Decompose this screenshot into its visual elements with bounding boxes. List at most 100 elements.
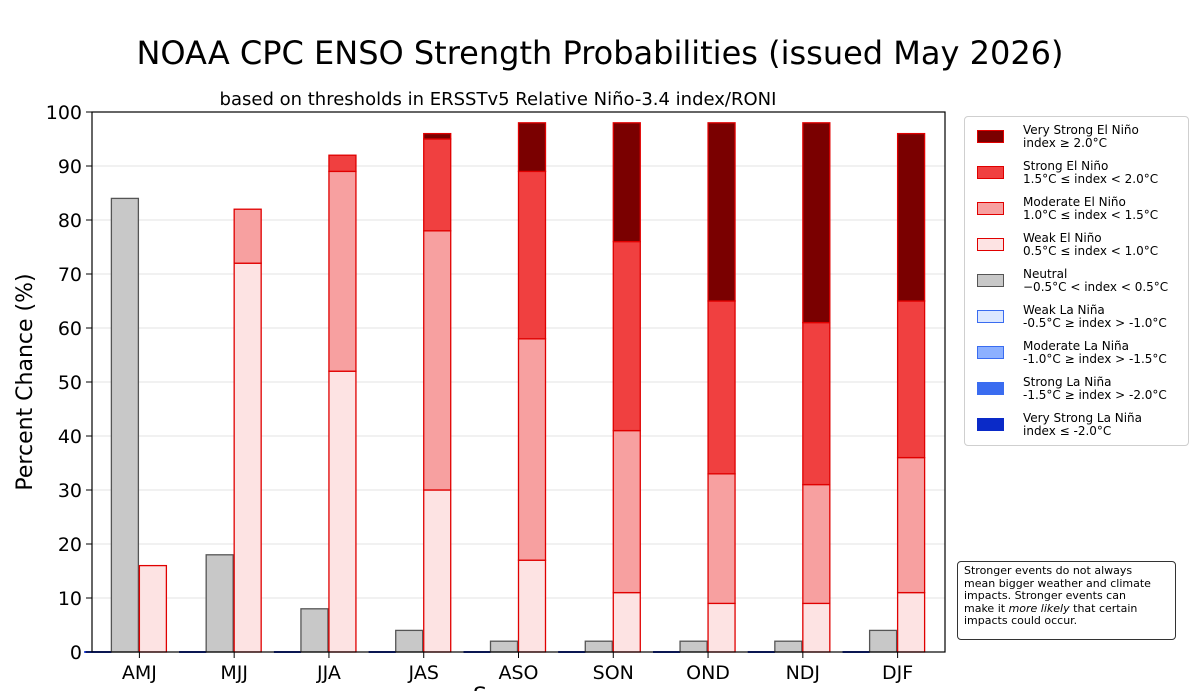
chart-title: NOAA CPC ENSO Strength Probabilities (is… (136, 34, 1063, 72)
x-tick-label: AMJ (122, 662, 157, 684)
bar-weak-el-nino-ond (707, 602, 736, 653)
bar-very-strong-el-nino-son (612, 122, 641, 243)
bar-neutral-aso (489, 640, 519, 653)
legend-item: Strong La Niña -1.5°C ≥ index > -2.0°C (973, 376, 1185, 412)
bar-strong-el-nino-aso (517, 170, 547, 340)
legend-label: Strong La Niña -1.5°C ≥ index > -2.0°C (1023, 375, 1167, 402)
legend-swatch (977, 310, 1004, 323)
bar-strong-el-nino-ond (707, 300, 736, 475)
bar-strong-el-nino-jas (423, 138, 452, 232)
legend-label: Neutral −0.5°C < index < 0.5°C (1023, 267, 1169, 294)
note-line: Stronger events do not always (964, 564, 1133, 577)
legend-item: Neutral −0.5°C < index < 0.5°C (973, 268, 1185, 304)
bar-very-strong-el-nino-djf (896, 132, 926, 302)
x-tick-label: JJA (316, 662, 341, 684)
legend-label: Moderate La Niña -1.0°C ≥ index > -1.5°C (1023, 339, 1167, 366)
bar-moderate-el-nino-djf (896, 456, 926, 594)
bar-moderate-el-nino-jja (328, 170, 357, 372)
bar-neutral-jja (300, 608, 329, 653)
legend-swatch (977, 382, 1004, 395)
legend-swatch (977, 166, 1004, 179)
bar-neutral-mjj (205, 554, 234, 653)
bar-weak-el-nino-amj (138, 564, 168, 653)
legend-label: Strong El Niño 1.5°C ≤ index < 2.0°C (1023, 159, 1159, 186)
bar-very-strong-el-nino-aso (517, 122, 547, 173)
note-line: make it more likely that certain (964, 601, 1138, 615)
note-box: Stronger events do not always mean bigger… (957, 561, 1176, 640)
legend-label: Weak El Niño 0.5°C ≤ index < 1.0°C (1023, 231, 1159, 258)
bar-very-strong-el-nino-jas (423, 132, 452, 140)
bar-moderate-el-nino-mjj (233, 208, 262, 264)
bar-very-strong-el-nino-ond (707, 122, 736, 302)
legend-swatch (977, 238, 1004, 251)
legend-item: Very Strong El Niño index ≥ 2.0°C (973, 124, 1185, 160)
legend-item: Moderate El Niño 1.0°C ≤ index < 1.5°C (973, 196, 1185, 232)
bar-strong-el-nino-ndj (802, 321, 831, 486)
legend-item: Weak El Niño 0.5°C ≤ index < 1.0°C (973, 232, 1185, 268)
x-axis-label: S (473, 684, 487, 691)
bar-neutral-djf (868, 629, 898, 653)
x-tick-label: DJF (882, 662, 913, 684)
y-tick-label: 50 (58, 372, 82, 394)
bar-neutral-amj (110, 197, 140, 653)
y-tick-label: 70 (58, 264, 82, 286)
legend-item: Very Strong La Niña index ≤ -2.0°C (973, 412, 1185, 448)
y-tick-label: 90 (58, 156, 82, 178)
legend: Very Strong El Niño index ≥ 2.0°C Strong E… (964, 116, 1189, 446)
bar-moderate-el-nino-son (612, 429, 641, 594)
bar-weak-el-nino-jja (328, 370, 357, 653)
bar-neutral-ond (679, 640, 708, 653)
y-tick-label: 0 (70, 642, 82, 664)
bar-weak-el-nino-aso (517, 559, 547, 653)
y-tick-label: 40 (58, 426, 82, 448)
y-tick-label: 100 (46, 102, 82, 124)
legend-item: Strong El Niño 1.5°C ≤ index < 2.0°C (973, 160, 1185, 196)
legend-item: Weak La Niña -0.5°C ≥ index > -1.0°C (973, 304, 1185, 340)
bar-weak-el-nino-jas (423, 489, 452, 653)
note-line: impacts. Stronger events can (964, 589, 1126, 602)
legend-label: Very Strong El Niño index ≥ 2.0°C (1023, 123, 1139, 150)
bar-weak-el-nino-mjj (233, 262, 262, 653)
bar-group (84, 122, 926, 653)
bar-very-strong-el-nino-ndj (802, 122, 831, 324)
legend-item: Moderate La Niña -1.0°C ≥ index > -1.5°C (973, 340, 1185, 376)
y-tick-label: 60 (58, 318, 82, 340)
bar-weak-el-nino-son (612, 591, 641, 653)
y-axis: 0 10 20 30 40 50 60 70 80 90 100 (46, 102, 92, 664)
x-tick-label: ASO (498, 662, 538, 684)
legend-label: Weak La Niña -0.5°C ≥ index > -1.0°C (1023, 303, 1167, 330)
legend-label: Moderate El Niño 1.0°C ≤ index < 1.5°C (1023, 195, 1159, 222)
legend-swatch (977, 418, 1004, 431)
bar-weak-el-nino-ndj (802, 602, 831, 653)
y-tick-label: 80 (58, 210, 82, 232)
bar-neutral-ndj (774, 640, 803, 653)
bar-moderate-el-nino-ndj (802, 483, 831, 605)
y-tick-label: 30 (58, 480, 82, 502)
x-tick-label: SON (593, 662, 634, 684)
x-tick-label: MJJ (220, 662, 248, 684)
legend-swatch (977, 274, 1004, 287)
y-tick-label: 20 (58, 534, 82, 556)
bar-strong-el-nino-son (612, 240, 641, 432)
bar-strong-el-nino-jja (328, 154, 357, 173)
bar-strong-el-nino-djf (896, 300, 926, 459)
y-tick-label: 10 (58, 588, 82, 610)
legend-label: Very Strong La Niña index ≤ -2.0°C (1023, 411, 1143, 438)
bar-weak-el-nino-djf (896, 591, 926, 653)
legend-swatch (977, 202, 1004, 215)
x-tick-label: NDJ (786, 662, 820, 684)
bar-moderate-el-nino-jas (423, 230, 452, 491)
bar-moderate-el-nino-aso (517, 338, 547, 561)
x-axis: AMJ MJJ JJA JAS ASO SON OND NDJ DJF (122, 652, 913, 684)
bar-neutral-son (584, 640, 613, 653)
bar-neutral-jas (395, 629, 424, 653)
x-tick-label: JAS (408, 662, 439, 684)
note-line: impacts could occur. (964, 614, 1078, 627)
x-tick-label: OND (686, 662, 730, 684)
note-line: mean bigger weather and climate (964, 576, 1151, 590)
y-axis-label: Percent Chance (%) (13, 273, 38, 490)
bar-moderate-el-nino-ond (707, 473, 736, 605)
legend-swatch (977, 346, 1004, 359)
legend-swatch (977, 130, 1004, 143)
